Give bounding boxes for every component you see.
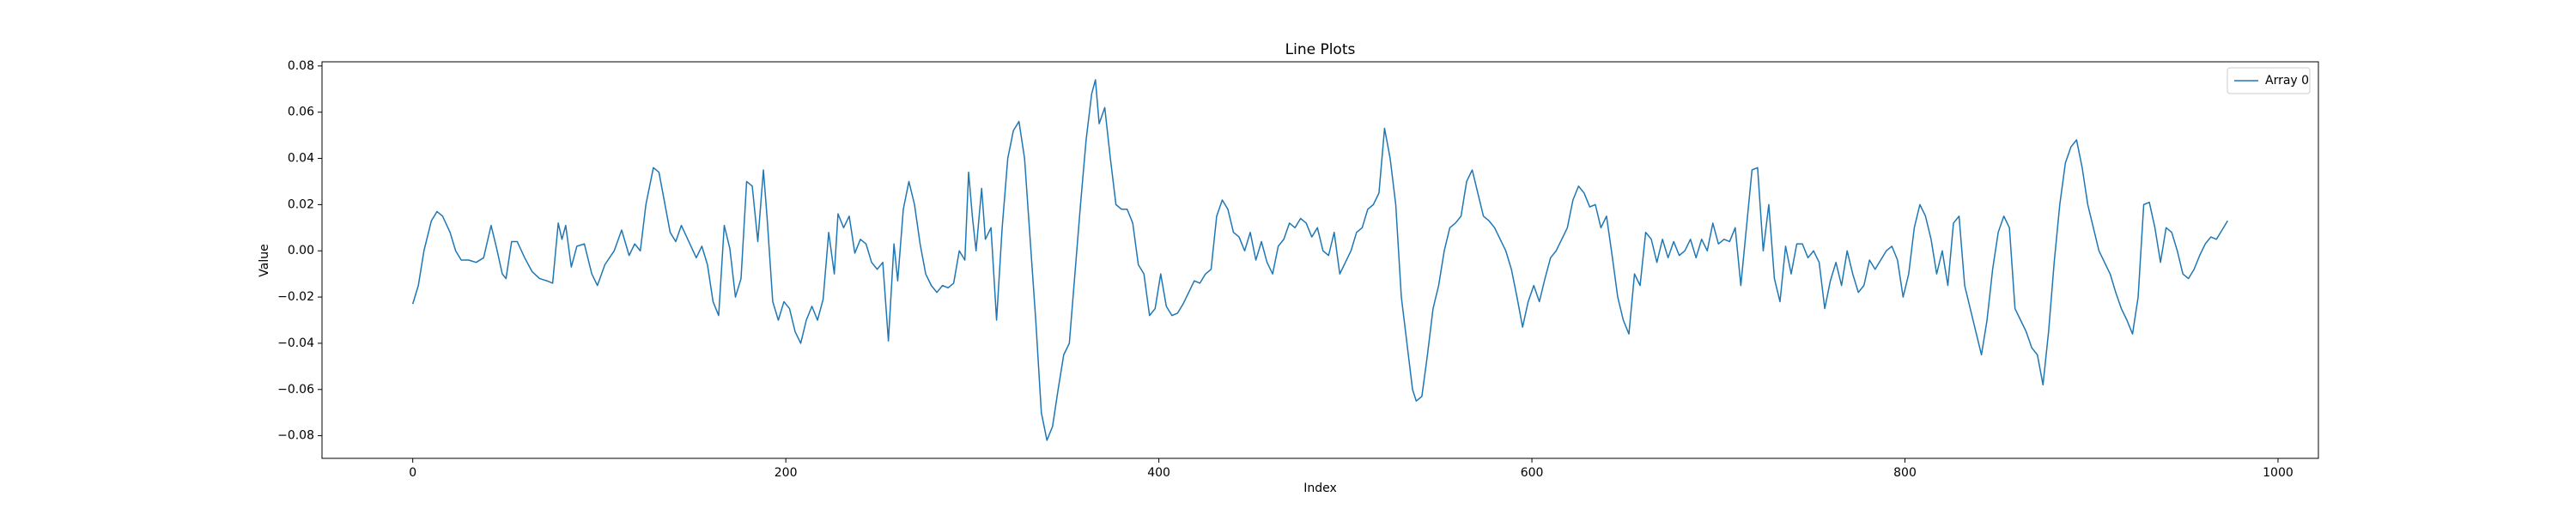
chart-title: Line Plots (1285, 41, 1356, 58)
y-tick-label: −0.02 (277, 290, 314, 304)
legend-box (2227, 67, 2311, 94)
y-tick-label: 0.02 (288, 197, 314, 211)
y-tick-label: 0.08 (288, 59, 314, 73)
y-tick-label: −0.04 (277, 336, 314, 350)
y-tick-label: −0.06 (277, 383, 314, 397)
y-tick-label: −0.08 (277, 429, 314, 443)
x-tick-label: 0 (409, 466, 416, 480)
y-tick-label: 0.04 (288, 152, 314, 166)
data-line (411, 79, 2228, 441)
y-axis-label: Value (258, 244, 271, 276)
y-tick-label: 0.06 (288, 106, 314, 119)
axes-frame (321, 61, 2319, 459)
x-tick-label: 400 (1147, 466, 1170, 480)
x-tick-label: 800 (1893, 466, 1917, 480)
legend-label: Array 0 (2265, 74, 2309, 88)
x-tick-label: 1000 (2263, 466, 2293, 480)
y-tick-label: 0.00 (288, 244, 314, 258)
x-tick-label: 600 (1521, 466, 1544, 480)
x-axis-label: Index (1303, 482, 1337, 495)
x-tick-label: 200 (775, 466, 798, 480)
